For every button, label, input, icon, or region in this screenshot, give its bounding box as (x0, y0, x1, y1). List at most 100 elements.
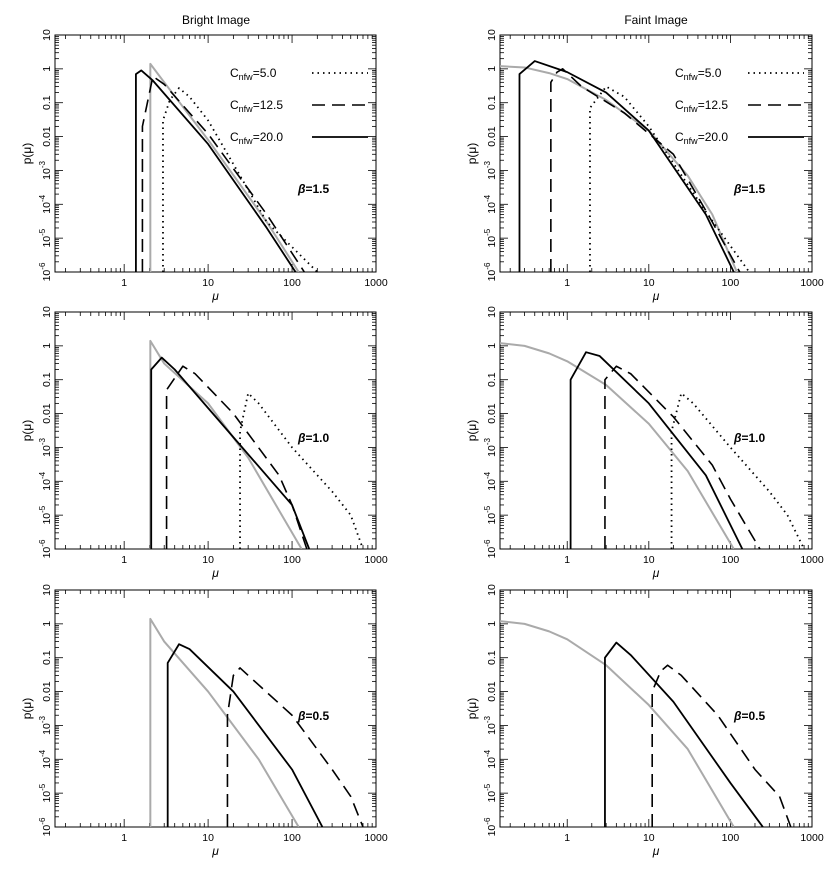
series-group (500, 60, 750, 272)
y-tick-label-group: 0.01 (486, 681, 498, 702)
x-tick-label: 10 (202, 277, 214, 289)
y-tick-label-group: 0.1 (486, 372, 498, 387)
y-tick-label-group: 10-3 (483, 160, 498, 179)
y-tick-label-group: 10-3 (483, 437, 498, 456)
y-tick-label: 10-6 (483, 539, 498, 558)
y-tick-label: 0.01 (486, 681, 498, 702)
y-tick-label-group: 0.01 (41, 126, 53, 147)
y-tick-label: 1 (486, 66, 498, 72)
y-tick-label: 10-6 (38, 817, 53, 836)
legend: Cnfw=5.0 Cnfw=12.5 Cnfw=20.0 (675, 66, 804, 146)
y-tick-label-group: 0.01 (486, 126, 498, 147)
x-tick-label: 1 (121, 832, 127, 844)
x-tick-label: 1 (564, 554, 570, 566)
y-tick-label-group: 10 (486, 306, 498, 318)
series-c12-line (165, 365, 308, 549)
x-tick-label: 1000 (364, 832, 388, 844)
x-axis-label: μ (211, 566, 219, 580)
y-tick-label: 10-4 (483, 749, 498, 768)
y-tick-label-group: 10-3 (38, 437, 53, 456)
series-c5-line (239, 392, 364, 549)
y-tick-label: 10-6 (483, 817, 498, 836)
axis-ticks (55, 590, 377, 828)
plot-frame (54, 311, 377, 550)
y-tick-label-group: 0.1 (41, 95, 53, 110)
y-tick-label: 10-3 (483, 715, 498, 734)
y-tick-label-group: 10 (41, 306, 53, 318)
y-tick-label-group: 10-4 (38, 194, 53, 213)
y-tick-label-group: 10-3 (483, 715, 498, 734)
beta-annotation: β=1.0 (297, 431, 329, 445)
beta-annotation: β=1.5 (733, 182, 765, 196)
y-axis-label: p(μ) (465, 698, 479, 720)
y-tick-label: 10-5 (38, 783, 53, 802)
series-c20-line (569, 351, 744, 549)
y-tick-label: 1 (41, 66, 53, 72)
y-tick-label-group: 1 (486, 621, 498, 627)
y-tick-label: 0.1 (486, 95, 498, 110)
plot-frame (499, 34, 813, 273)
x-tick-label: 1 (121, 277, 127, 289)
y-tick-label-group: 10-5 (483, 228, 498, 247)
series-ref-line (149, 62, 300, 272)
y-tick-label: 0.1 (486, 372, 498, 387)
y-tick-label-group: 10-3 (38, 715, 53, 734)
y-tick-label-group: 10-5 (38, 783, 53, 802)
series-group (149, 339, 364, 549)
series-c20-line (604, 641, 764, 827)
beta-annotation: β=0.5 (297, 709, 329, 723)
legend-label-c20: Cnfw=20.0 (230, 130, 283, 146)
y-axis-label: p(μ) (465, 420, 479, 442)
y-tick-label-group: 0.01 (41, 681, 53, 702)
y-tick-label: 10-3 (483, 160, 498, 179)
series-ref-line (500, 65, 738, 272)
plot-frame (499, 589, 813, 828)
x-tick-label: 1000 (800, 554, 824, 566)
series-ref-line (149, 339, 303, 549)
y-tick-label-group: 10-6 (38, 262, 53, 281)
y-tick-label-group: 10-6 (38, 817, 53, 836)
y-tick-label-group: 10-4 (483, 194, 498, 213)
legend-label-c12: Cnfw=12.5 (230, 98, 283, 114)
y-tick-label-group: 1 (486, 66, 498, 72)
y-tick-label: 10 (486, 584, 498, 596)
x-tick-label: 1000 (364, 554, 388, 566)
series-c5-line (589, 85, 750, 272)
series-c5-line (162, 87, 318, 272)
series-c12-line (141, 75, 305, 272)
y-tick-label: 0.01 (41, 681, 53, 702)
panel-bright-beta-0.5: 1 10 100 1000 10 1 0.1 0.01 10-3 10-4 10-5 10-6 μ p(μ… (20, 584, 388, 858)
y-tick-label: 10 (41, 29, 53, 41)
plot-frame (54, 34, 377, 273)
y-tick-label-group: 10-4 (38, 471, 53, 490)
y-tick-label-group: 10-4 (483, 749, 498, 768)
x-tick-label: 1000 (364, 277, 388, 289)
series-ref-line (500, 620, 735, 827)
y-tick-label: 10-5 (483, 228, 498, 247)
x-axis-label: μ (211, 844, 219, 858)
y-tick-label-group: 1 (41, 621, 53, 627)
y-tick-label: 1 (41, 343, 53, 349)
axis-ticks (500, 312, 813, 550)
x-axis-label: μ (652, 566, 660, 580)
panel-bright-beta-1.0: 1 10 100 1000 10 1 0.1 0.01 10-3 10-4 10-5 10-6 μ p(μ… (20, 306, 388, 580)
series-ref-line (500, 342, 735, 549)
y-tick-label: 10-4 (38, 194, 53, 213)
column-title-faint: Faint Image (624, 13, 688, 27)
y-tick-label: 10-3 (483, 437, 498, 456)
x-tick-label: 10 (643, 554, 655, 566)
y-tick-label-group: 10-6 (483, 262, 498, 281)
series-group (149, 617, 364, 827)
y-tick-label-group: 10-4 (38, 749, 53, 768)
y-tick-label: 10-4 (483, 471, 498, 490)
y-axis-label: p(μ) (465, 143, 479, 165)
y-tick-label: 10 (41, 306, 53, 318)
y-tick-label-group: 0.1 (41, 372, 53, 387)
x-tick-label: 1 (564, 832, 570, 844)
y-tick-label: 0.1 (41, 650, 53, 665)
y-tick-label: 10-5 (483, 505, 498, 524)
x-tick-label: 100 (722, 554, 740, 566)
x-tick-label: 1000 (800, 832, 824, 844)
y-tick-label: 10-6 (38, 262, 53, 281)
x-tick-label: 10 (643, 832, 655, 844)
